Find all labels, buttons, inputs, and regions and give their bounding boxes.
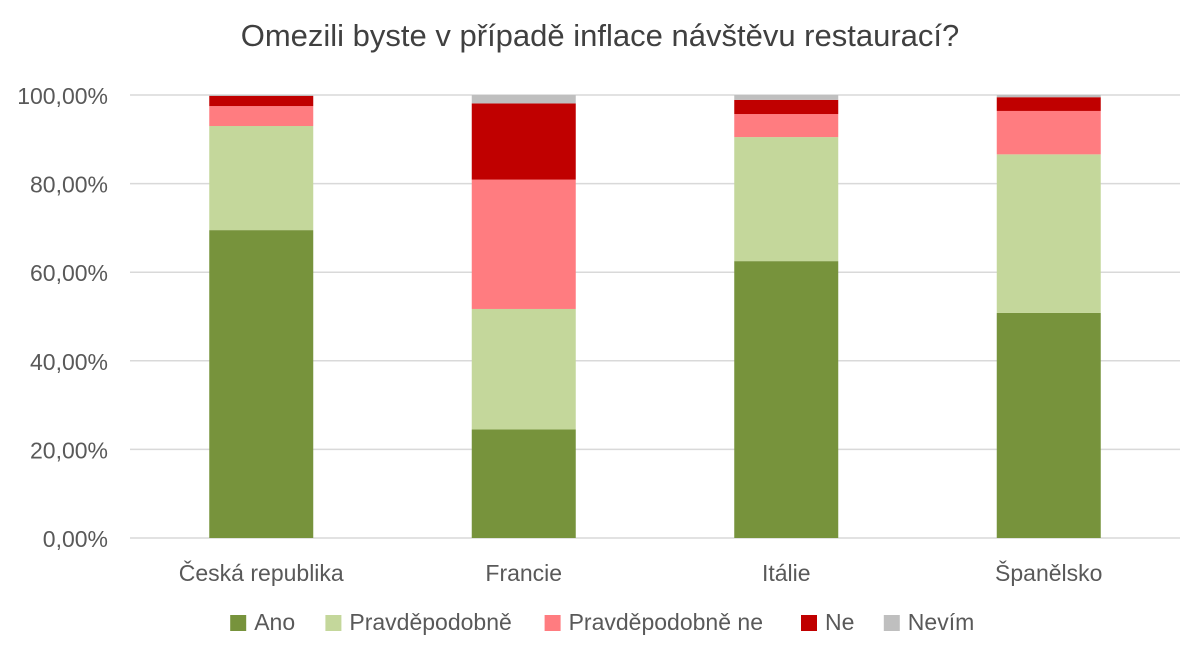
legend-label: Ano <box>254 609 295 635</box>
bar-segment <box>734 261 839 538</box>
legend-label: Pravděpodobně <box>349 609 511 635</box>
legend-swatch <box>883 615 900 631</box>
bar-segment <box>209 106 314 127</box>
bar-segment <box>471 103 576 180</box>
x-tick-label: Česká republika <box>179 559 344 586</box>
y-tick-label: 80,00% <box>30 172 108 198</box>
bar-segment <box>734 95 839 100</box>
bar-segment <box>996 95 1101 98</box>
legend-label: Ne <box>825 609 854 635</box>
bar-segment <box>209 230 314 539</box>
bar-segment <box>996 97 1101 111</box>
y-tick-label: 20,00% <box>30 437 108 463</box>
bar-segment <box>996 154 1101 313</box>
bar-segment <box>209 126 314 231</box>
bar-segment <box>996 110 1101 155</box>
legend-swatch <box>544 615 561 631</box>
x-axis-ticks: Česká republika Francie Itálie Španělsko <box>179 559 1103 586</box>
x-tick-label: Španělsko <box>995 559 1102 586</box>
bars <box>209 95 1101 539</box>
x-tick-label: Francie <box>485 560 562 586</box>
legend-label: Pravděpodobně ne <box>569 609 763 635</box>
legend-swatch <box>230 615 247 631</box>
legend-swatch <box>325 615 342 631</box>
bar-segment <box>471 429 576 538</box>
legend-swatch <box>801 615 817 631</box>
bar-segment <box>734 99 839 115</box>
bar-segment <box>471 308 576 430</box>
chart-title: Omezili byste v případě inflace návštěvu… <box>240 18 960 53</box>
bar-segment <box>471 95 576 104</box>
bar-segment <box>209 95 314 107</box>
y-tick-label: 100,00% <box>17 83 108 109</box>
y-tick-label: 60,00% <box>30 260 108 286</box>
bar-segment <box>209 95 314 96</box>
legend-label: Nevím <box>908 609 974 635</box>
bar-segment <box>734 137 839 262</box>
y-tick-label: 0,00% <box>43 526 108 552</box>
bar-segment <box>996 312 1101 538</box>
x-tick-label: Itálie <box>762 560 811 586</box>
y-tick-label: 40,00% <box>30 349 108 375</box>
bar-segment <box>471 179 576 309</box>
bar-segment <box>734 114 839 138</box>
y-axis-ticks: 0,00% 20,00% 40,00% 60,00% 80,00% 100,00% <box>17 83 108 552</box>
legend: Ano Pravděpodobně Pravděpodobně ne Ne Nevím <box>230 609 974 635</box>
